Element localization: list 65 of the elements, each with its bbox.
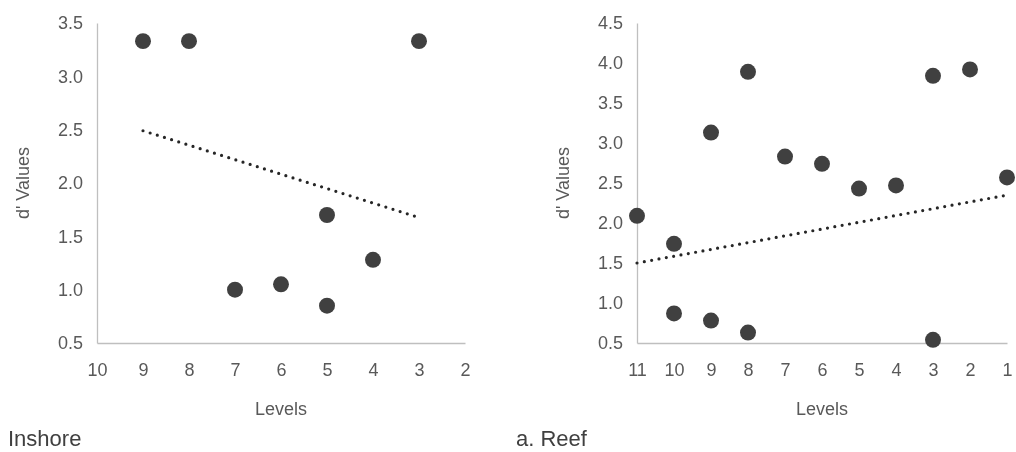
y-tick-label: 3.5 [57,13,83,34]
y-tick-label: 2.5 [57,119,83,140]
point [319,207,335,223]
point [411,33,427,50]
point [703,124,719,141]
x-tick-label: 6 [817,359,828,380]
point [740,63,756,80]
x-tick-label: 5 [322,359,333,380]
y-tick-label: 2.0 [57,173,83,194]
point [666,305,682,322]
x-tick-label: 7 [780,359,791,380]
y-tick-label: 3.5 [597,93,623,114]
x-tick-label: 3 [928,359,939,380]
x-axis-title: Levels [254,399,308,419]
x-tick-label: 2 [460,359,471,380]
y-axis-title: d' Values [553,146,573,220]
x-tick-label: 2 [965,359,976,380]
y-tick-label: 0.5 [597,333,623,354]
y-tick-label: 0.5 [57,333,83,354]
x-tick-label: 8 [184,359,195,380]
x-tick-label: 9 [706,359,717,380]
y-tick-label: 1.0 [57,279,83,300]
x-tick-label: 9 [138,359,149,380]
point [999,169,1015,186]
x-axis-title: Levels [795,399,849,419]
x-tick-label: 6 [276,359,287,380]
point [319,297,335,314]
y-tick-label: 4.0 [597,53,623,74]
y-axis-title: d' Values [13,146,33,220]
y-tick-label: 2.0 [597,213,623,234]
point [666,235,682,252]
y-tick-label: 3.0 [597,133,623,154]
text: Inshore [8,426,82,451]
y-tick-label: 3.0 [57,66,83,87]
point [740,324,756,341]
point [925,67,941,84]
x-tick-label: 3 [414,359,425,380]
x-tick-label: 10 [664,359,685,380]
point [962,61,978,78]
point [365,251,381,268]
y-tick-label: 1.5 [597,253,623,274]
x-tick-label: 1 [1002,359,1013,380]
x-tick-label: 10 [87,359,108,380]
point [777,148,793,165]
point [629,207,645,224]
x-tick-label: 8 [743,359,754,380]
x-tick-label: 4 [891,359,902,380]
point [181,33,197,50]
y-tick-label: 1.0 [597,293,623,314]
point [814,155,830,172]
text: a. Reef [516,426,588,451]
x-tick-label: 7 [230,359,241,380]
y-tick-label: 1.5 [57,226,83,247]
y-tick-label: 2.5 [597,173,623,194]
x-tick-label: 4 [368,359,379,380]
point [227,281,243,298]
point [273,276,289,293]
y-tick-label: 4.5 [597,13,623,34]
point [851,180,867,197]
point [888,177,904,194]
point [703,312,719,329]
point [925,331,941,348]
point [135,33,151,50]
x-tick-label: 5 [854,359,865,380]
x-tick-label: 11 [628,359,647,380]
